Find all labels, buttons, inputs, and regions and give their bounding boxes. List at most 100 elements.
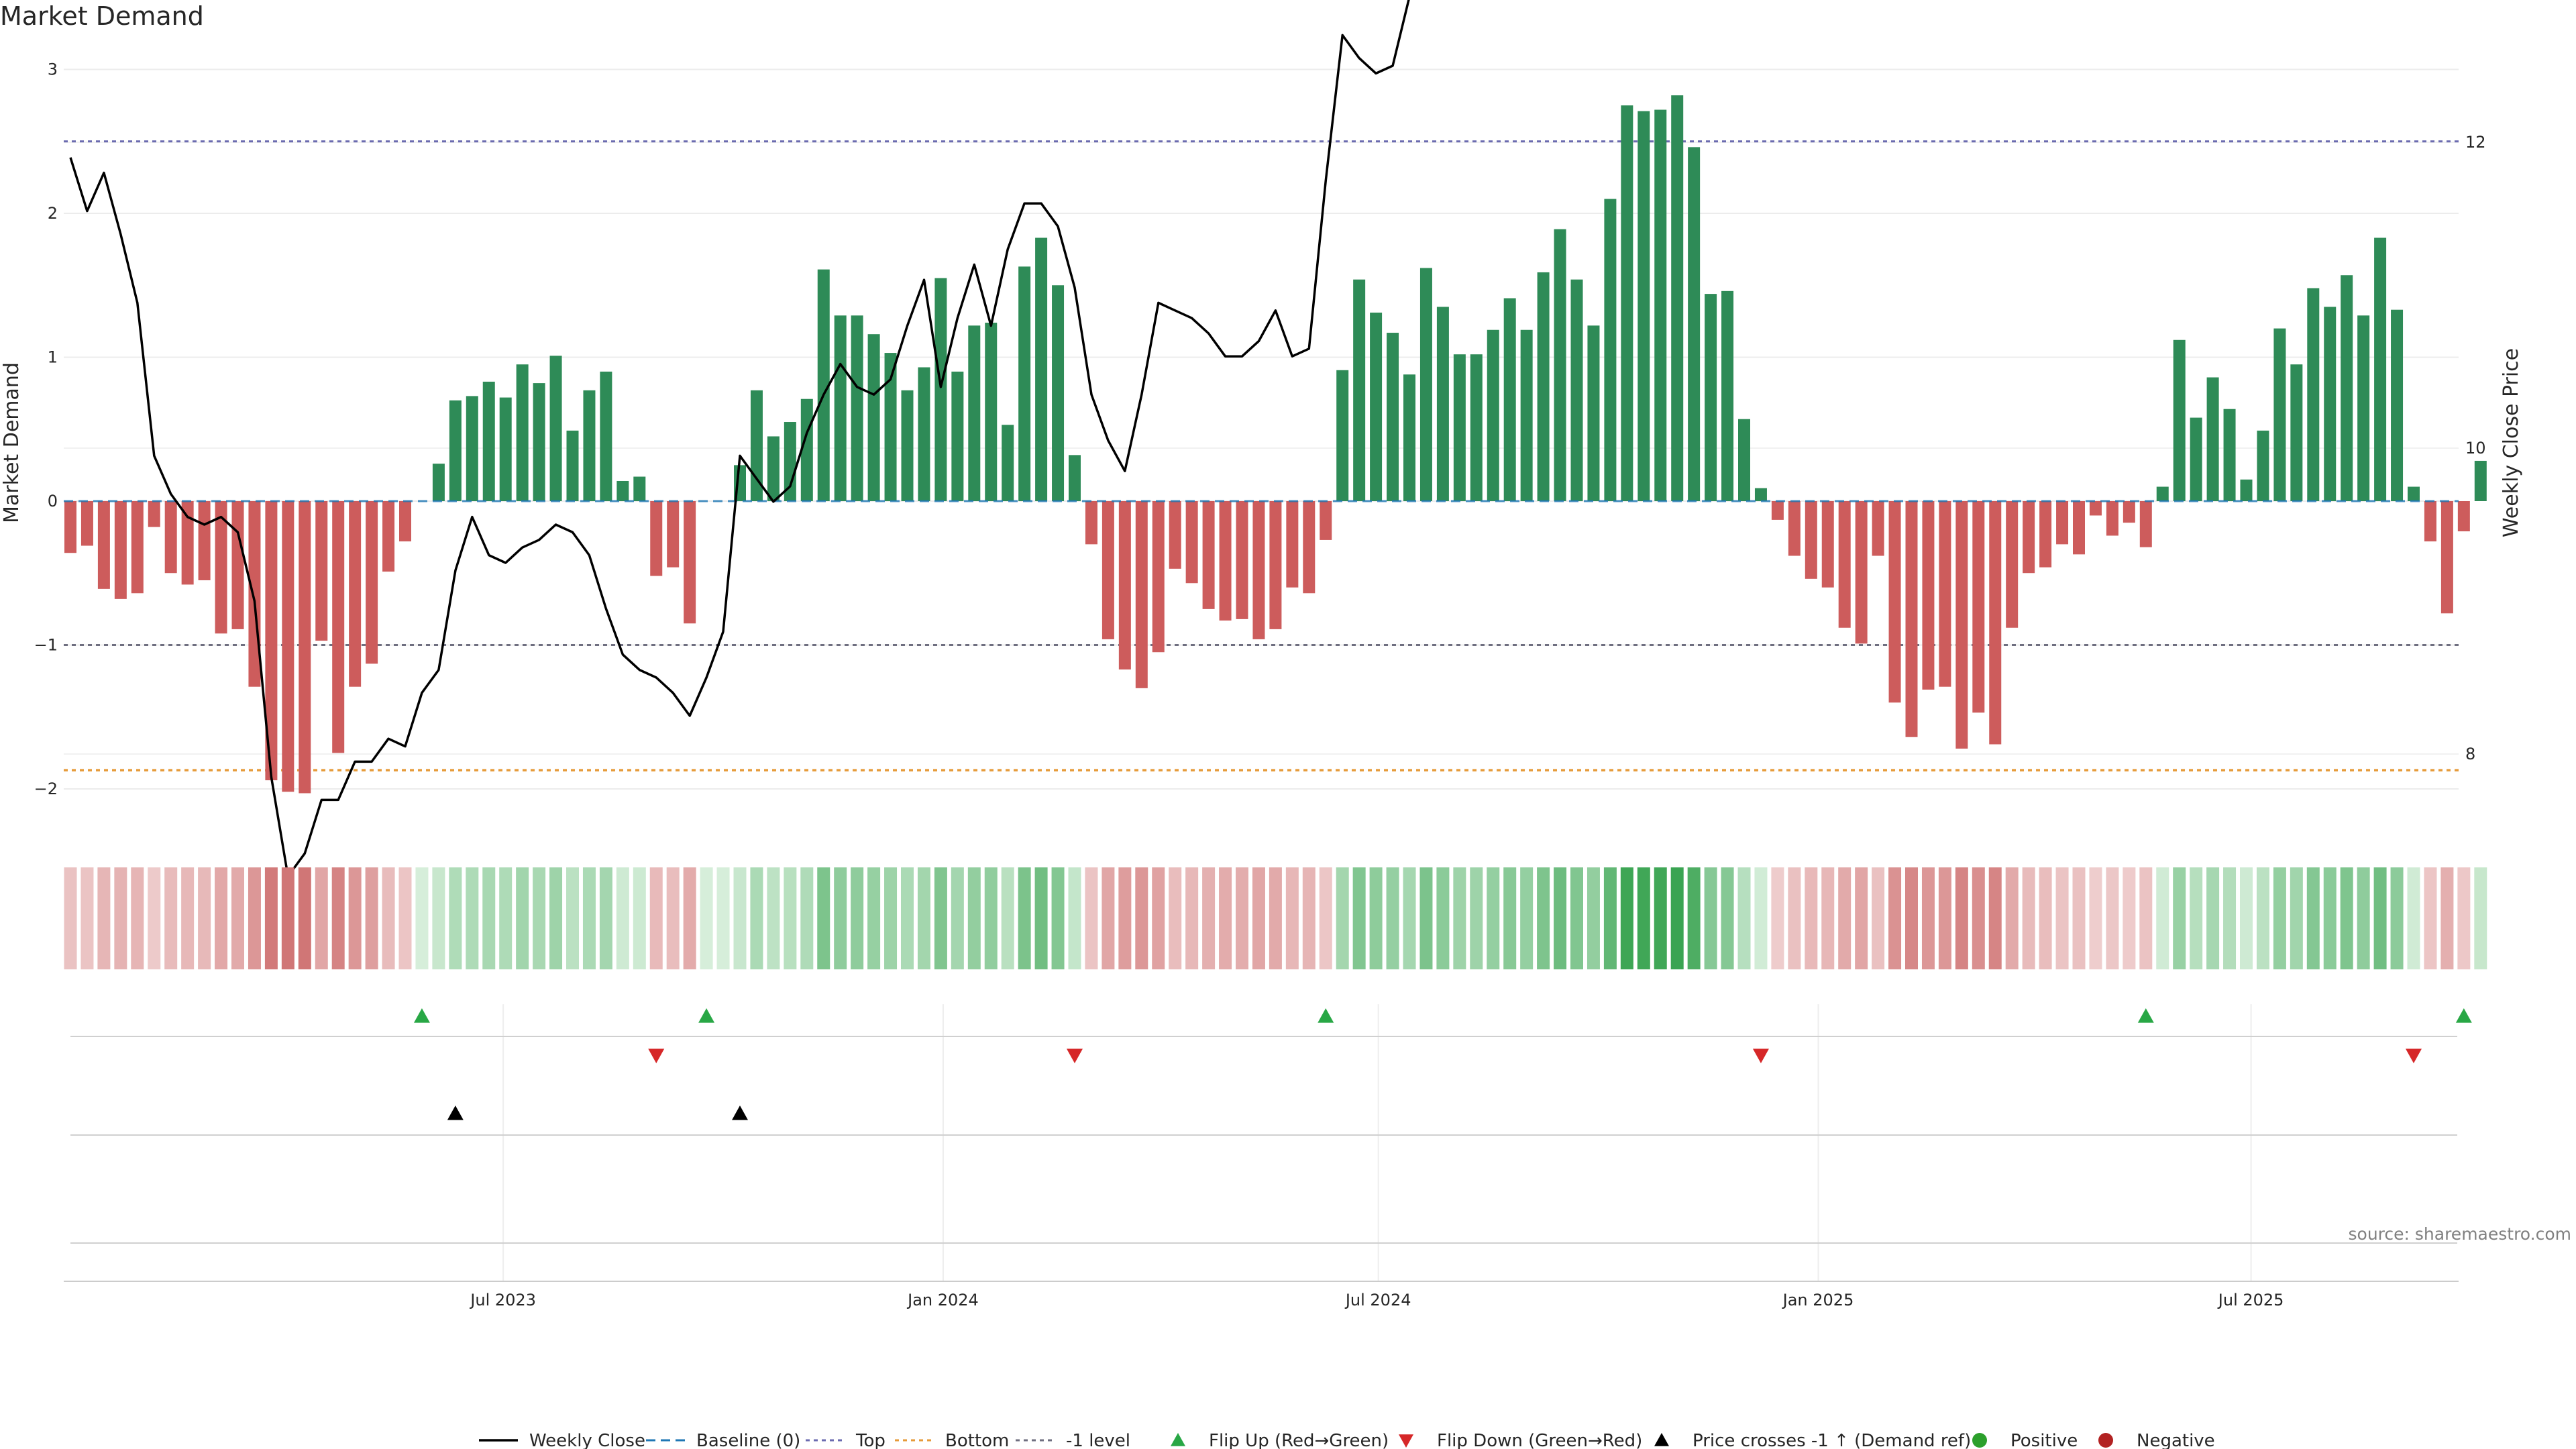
heat-cell	[1670, 867, 1684, 969]
heat-cell	[1068, 867, 1081, 969]
positive-bar	[2257, 430, 2269, 501]
heat-cell	[1905, 867, 1918, 969]
heat-cell	[666, 867, 680, 969]
y2-axis-title: Weekly Close Price	[2500, 348, 2523, 537]
legend-swatch	[1399, 1434, 1413, 1448]
heat-cell	[767, 867, 780, 969]
negative-bar	[2139, 501, 2152, 547]
positive-bar	[1721, 290, 1734, 501]
heat-cell	[1185, 867, 1199, 969]
heat-cell	[281, 867, 294, 969]
negative-bar	[2006, 501, 2019, 628]
negative-bar	[1286, 501, 1299, 588]
negative-bar	[382, 501, 395, 572]
positive-bar	[2190, 417, 2202, 501]
negative-bar	[1838, 501, 1851, 628]
y-tick-label: 0	[48, 492, 58, 511]
positive-bar	[1570, 279, 1583, 501]
heat-cell	[2156, 867, 2169, 969]
legend-swatch	[1654, 1433, 1669, 1446]
negative-bar	[80, 501, 93, 546]
negative-bar	[2089, 501, 2102, 516]
heat-cell	[2039, 867, 2052, 969]
flip-up-marker	[2455, 1008, 2472, 1023]
heat-cell	[516, 867, 529, 969]
heat-cell	[984, 867, 998, 969]
legend-label: Flip Down (Green→Red)	[1437, 1431, 1642, 1449]
positive-bar	[549, 356, 562, 501]
heat-cell	[382, 867, 395, 969]
heat-cell	[1955, 867, 1968, 969]
heat-cell	[80, 867, 94, 969]
positive-bar	[918, 367, 930, 501]
negative-bar	[164, 501, 177, 574]
negative-bar	[332, 501, 345, 753]
negative-bar	[1922, 501, 1935, 690]
demand-bars	[64, 95, 2487, 794]
y-tick-label: 1	[48, 348, 58, 367]
negative-bar	[114, 501, 127, 599]
heat-cell	[1537, 867, 1550, 969]
positive-bar	[1487, 329, 1499, 501]
legend-label: Baseline (0)	[696, 1431, 800, 1449]
heat-cell	[1587, 867, 1600, 969]
reference-lines	[64, 140, 2459, 771]
legend-swatch	[1171, 1433, 1185, 1446]
heat-cell	[1704, 867, 1717, 969]
positive-bar	[1654, 109, 1667, 501]
heat-cell	[599, 867, 612, 969]
heat-cell	[2407, 867, 2420, 969]
heat-cell	[315, 867, 328, 969]
heat-cell	[1302, 867, 1316, 969]
heat-cell	[1805, 867, 1818, 969]
negative-bar	[366, 501, 378, 664]
negative-bar	[1771, 501, 1784, 520]
heat-cell	[2273, 867, 2286, 969]
heat-cell	[1001, 867, 1014, 969]
negative-bar	[64, 501, 76, 553]
negative-bar	[315, 501, 328, 641]
heat-cell	[1169, 867, 1182, 969]
heat-cell	[582, 867, 596, 969]
close-price-line	[69, 0, 1410, 878]
negative-bar	[1955, 501, 1968, 749]
x-tick-label: Jul 2024	[1344, 1291, 1411, 1309]
positive-bar	[1604, 199, 1617, 501]
positive-bar	[600, 371, 612, 501]
demand-heat-strip	[64, 867, 2487, 969]
heat-cell	[298, 867, 311, 969]
positive-bar	[1419, 268, 1432, 501]
heat-cell	[901, 867, 914, 969]
heat-cell	[215, 867, 228, 969]
heat-cell	[533, 867, 546, 969]
heat-cell	[1135, 867, 1148, 969]
heat-cell	[1051, 867, 1065, 969]
heat-cell	[800, 867, 814, 969]
grid-lines	[64, 68, 2459, 1281]
heat-cell	[1319, 867, 1332, 969]
source-credit: source: sharemaestro.com	[2349, 1224, 2572, 1244]
negative-bar	[1989, 501, 2002, 745]
negative-bar	[1102, 501, 1114, 639]
heat-cell	[2457, 867, 2471, 969]
negative-bar	[650, 501, 663, 576]
heat-cell	[181, 867, 195, 969]
heat-cell	[1085, 867, 1098, 969]
negative-bar	[2073, 501, 2085, 555]
negative-bar	[2106, 501, 2118, 536]
negative-bar	[2039, 501, 2052, 568]
positive-bar	[1470, 354, 1483, 501]
heat-cell	[2106, 867, 2119, 969]
legend-label: Negative	[2137, 1431, 2215, 1449]
negative-bar	[1135, 501, 1148, 688]
heat-cell	[834, 867, 847, 969]
legend-label: Positive	[2010, 1431, 2078, 1449]
legend-swatch	[2098, 1433, 2113, 1448]
heat-cell	[1687, 867, 1701, 969]
positive-bar	[2408, 486, 2420, 501]
negative-bar	[399, 501, 411, 542]
heat-cell	[1419, 867, 1433, 969]
heat-cell	[649, 867, 663, 969]
positive-bar	[1387, 333, 1399, 501]
